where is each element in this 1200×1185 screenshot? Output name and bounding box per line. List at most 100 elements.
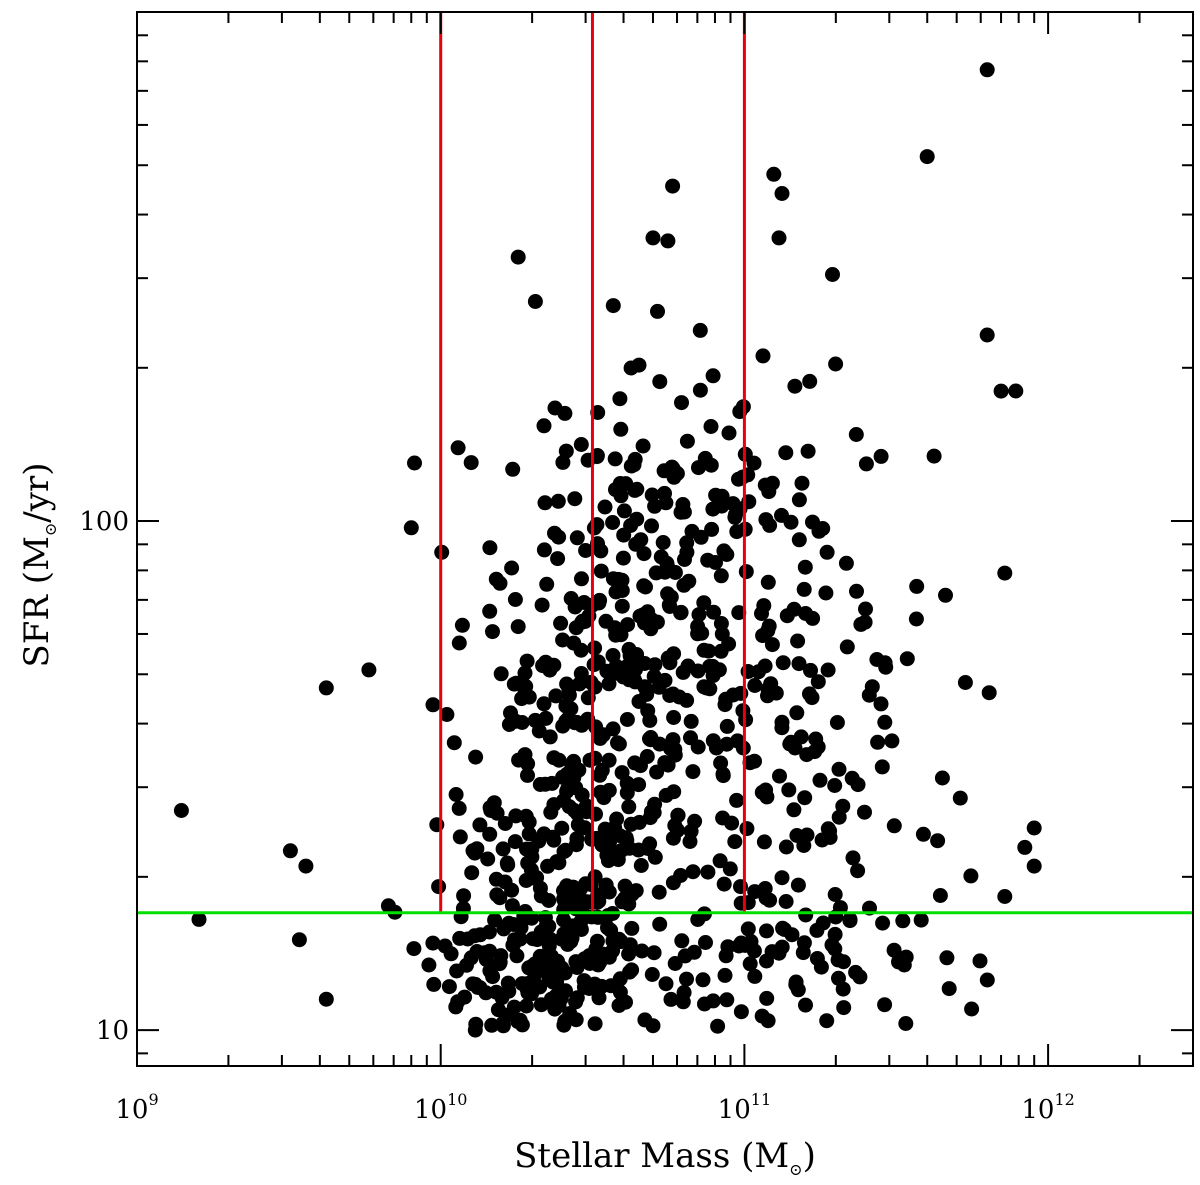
data-point [713, 568, 729, 584]
data-point [620, 617, 636, 633]
data-point [465, 843, 481, 859]
data-point [788, 977, 804, 993]
data-point [756, 834, 772, 850]
data-point [557, 965, 573, 981]
data-point [778, 894, 794, 909]
data-point [677, 552, 692, 567]
data-point [755, 628, 771, 644]
data-point [926, 448, 942, 464]
y-tick-label: 100 [79, 507, 129, 537]
data-point [803, 662, 818, 678]
data-point [437, 938, 453, 954]
data-point [680, 658, 696, 674]
data-point [425, 935, 441, 951]
data-point [952, 790, 968, 806]
data-point [1008, 383, 1024, 399]
data-point [492, 575, 508, 591]
data-point [482, 826, 498, 842]
data-point [670, 807, 686, 823]
data-point [759, 953, 774, 969]
data-point [619, 712, 635, 727]
data-point [532, 979, 548, 995]
data-point [828, 356, 844, 372]
data-point [706, 604, 722, 620]
data-point [755, 348, 771, 364]
data-point [789, 705, 805, 721]
data-point [539, 576, 555, 592]
data-point [797, 559, 813, 575]
reference-lines [137, 12, 1193, 915]
data-point [979, 62, 995, 78]
data-point [639, 749, 655, 764]
data-point [686, 944, 702, 960]
data-point [997, 565, 1013, 581]
data-point [406, 941, 422, 957]
data-point [574, 717, 590, 733]
data-point [573, 922, 589, 937]
x-tick-label: 109 [115, 1090, 158, 1125]
data-point [318, 991, 334, 1007]
data-point [836, 1000, 852, 1016]
data-point [719, 718, 735, 734]
data-point [569, 530, 585, 546]
data-point [554, 820, 570, 836]
data-point [576, 595, 592, 610]
data-point [957, 675, 973, 690]
data-point [536, 542, 552, 558]
data-point [616, 527, 632, 543]
data-point [463, 455, 479, 471]
y-tick-label: 10 [96, 1016, 129, 1046]
data-point [696, 595, 712, 611]
data-point [760, 574, 776, 590]
data-point [873, 696, 889, 712]
data-point [739, 821, 755, 837]
data-point [595, 727, 611, 743]
data-point [566, 753, 582, 769]
data-point [507, 834, 523, 850]
data-point [774, 870, 790, 886]
data-point [827, 926, 843, 942]
data-point [819, 544, 835, 560]
data-point [810, 674, 826, 690]
data-point [645, 230, 661, 246]
data-point [631, 777, 647, 793]
data-point [675, 497, 691, 512]
data-point [543, 804, 559, 820]
data-point [676, 985, 692, 1000]
data-point [731, 605, 747, 621]
data-point [505, 917, 521, 932]
data-point [683, 823, 699, 839]
data-point [448, 787, 464, 802]
data-point [472, 817, 488, 833]
data-point [775, 655, 791, 671]
data-point [702, 681, 718, 697]
data-point [640, 841, 656, 856]
data-point [643, 804, 659, 820]
data-point [981, 685, 997, 701]
data-point [298, 858, 314, 874]
data-point [790, 877, 806, 893]
data-point [608, 584, 624, 600]
data-point [683, 713, 699, 729]
data-point [839, 639, 855, 655]
data-point [663, 991, 679, 1007]
data-point [560, 781, 576, 797]
data-point [504, 560, 520, 576]
data-point [512, 1012, 528, 1028]
data-point [633, 532, 649, 548]
data-point [535, 658, 551, 674]
data-point [600, 908, 616, 923]
data-point [673, 868, 689, 883]
data-point [593, 563, 609, 579]
data-point [592, 592, 608, 608]
data-point [568, 837, 584, 853]
data-point [510, 619, 526, 635]
data-point [793, 729, 809, 745]
data-point [547, 400, 563, 416]
data-point [658, 495, 674, 511]
data-point [703, 419, 719, 434]
data-point [822, 830, 838, 845]
data-point [568, 620, 584, 636]
data-point [563, 591, 579, 606]
data-point [763, 676, 779, 692]
